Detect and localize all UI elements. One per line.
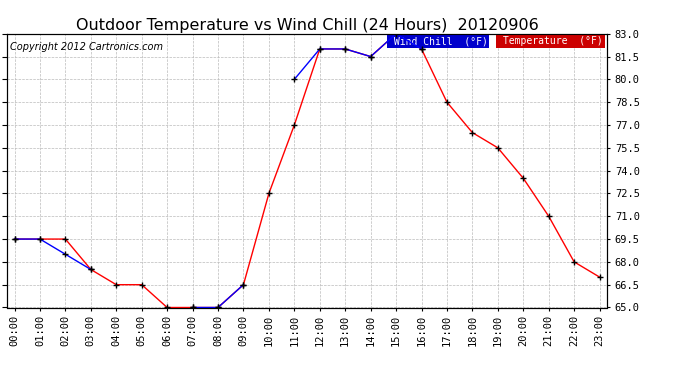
Text: Copyright 2012 Cartronics.com: Copyright 2012 Cartronics.com [10, 42, 163, 52]
Text: Temperature  (°F): Temperature (°F) [497, 36, 603, 46]
Text: Wind Chill  (°F): Wind Chill (°F) [388, 36, 488, 46]
Title: Outdoor Temperature vs Wind Chill (24 Hours)  20120906: Outdoor Temperature vs Wind Chill (24 Ho… [76, 18, 538, 33]
